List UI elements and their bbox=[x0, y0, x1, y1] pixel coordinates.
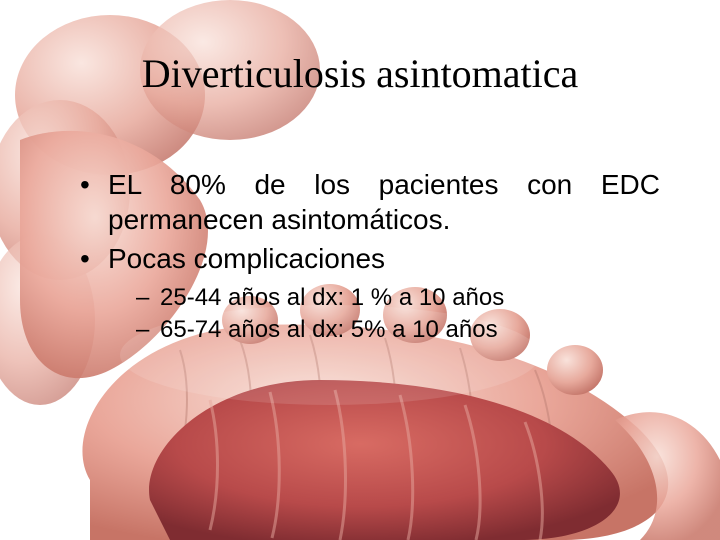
bullet-item: • EL 80% de los pacientes con EDC perman… bbox=[80, 167, 660, 237]
sub-bullet-item: – 25-44 años al dx: 1 % a 10 años bbox=[136, 282, 660, 314]
slide-content: Diverticulosis asintomatica • EL 80% de … bbox=[0, 0, 720, 347]
dash-marker: – bbox=[136, 282, 160, 314]
bullet-item: • Pocas complicaciones bbox=[80, 241, 660, 276]
dash-marker: – bbox=[136, 314, 160, 346]
sub-bullet-item: – 65-74 años al dx: 5% a 10 años bbox=[136, 314, 660, 346]
bullet-list: • EL 80% de los pacientes con EDC perman… bbox=[80, 167, 660, 347]
sub-bullet-text: 25-44 años al dx: 1 % a 10 años bbox=[160, 282, 660, 314]
bullet-marker: • bbox=[80, 167, 108, 237]
bullet-marker: • bbox=[80, 241, 108, 276]
bullet-text: Pocas complicaciones bbox=[108, 241, 660, 276]
slide-title: Diverticulosis asintomatica bbox=[100, 50, 620, 97]
sub-bullet-text: 65-74 años al dx: 5% a 10 años bbox=[160, 314, 660, 346]
sub-bullet-list: – 25-44 años al dx: 1 % a 10 años – 65-7… bbox=[136, 282, 660, 347]
bullet-text: EL 80% de los pacientes con EDC permanec… bbox=[108, 167, 660, 237]
